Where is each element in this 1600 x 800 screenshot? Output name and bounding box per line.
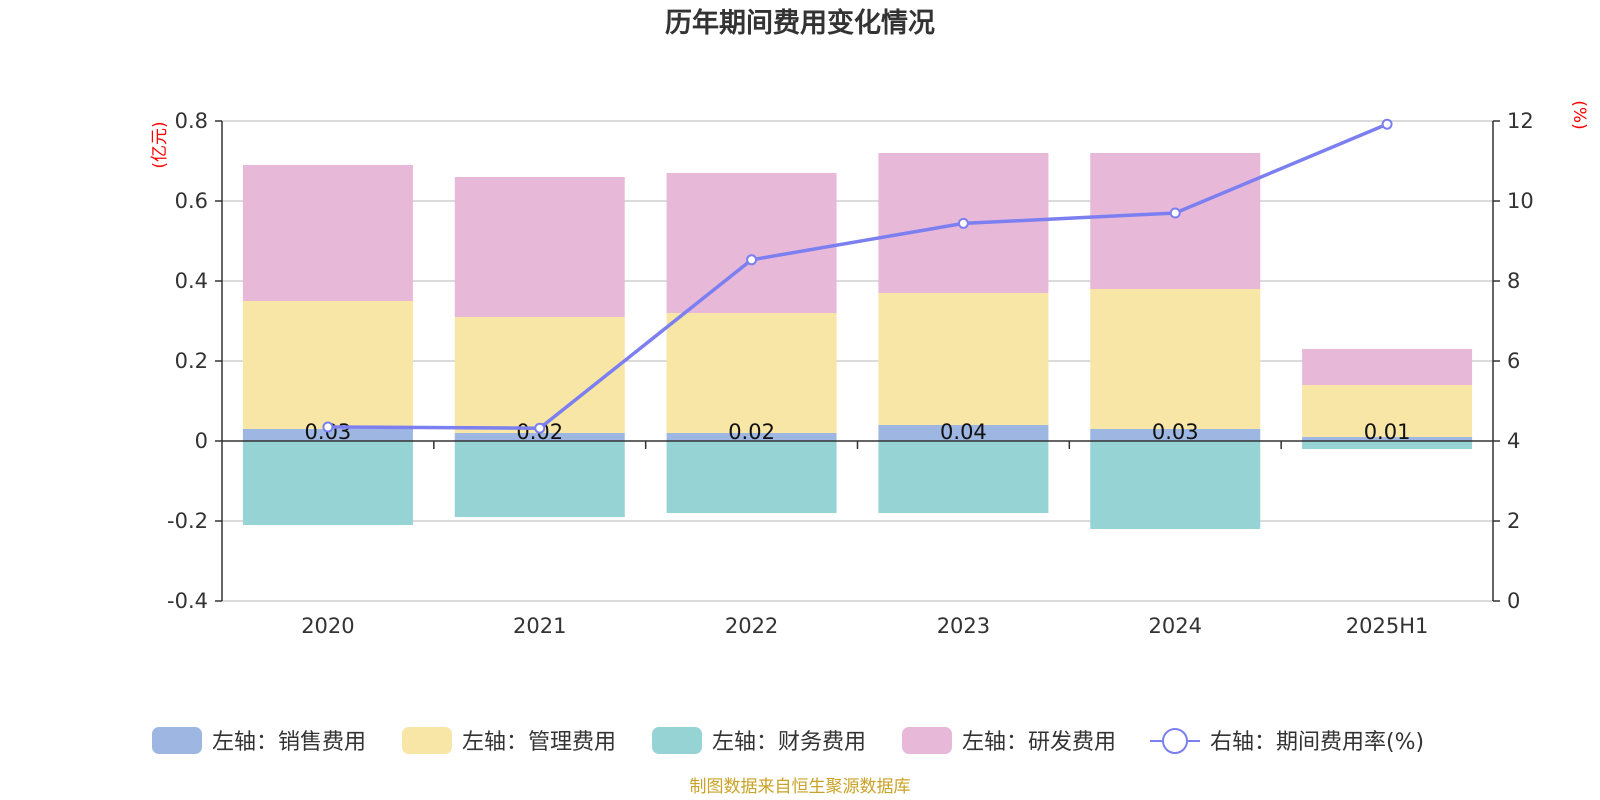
bar-segment [242,441,413,525]
x-tick-label: 2023 [937,614,990,638]
bar-series [242,153,1473,529]
line-point [322,421,334,433]
source-note: 制图数据来自恒生聚源数据库 [690,777,911,797]
x-tick-label: 2022 [725,614,778,638]
x-tick-label: 2021 [513,614,566,638]
bar-segment [666,441,837,513]
legend-swatch [152,727,202,754]
legend: 左轴：销售费用 左轴：管理费用 左轴：财务费用 左轴：研发费用 右轴：期间费用率(%) [152,727,1424,755]
right-tick-label: 2 [1507,509,1520,533]
chart-title: 历年期间费用变化情况 [665,7,935,39]
bar-segment [1302,437,1473,441]
x-tick-label: 2024 [1149,614,1202,638]
left-axis-unit: (亿元) [150,121,170,168]
left-tick-label: -0.4 [167,589,208,613]
left-tick-label: 0.6 [175,189,208,213]
grid-lines [222,120,1493,602]
bar-segment [1302,385,1473,437]
x-tick-label: 2025H1 [1346,614,1429,638]
bar-segment [454,433,625,441]
legend-label: 左轴：研发费用 [962,730,1116,755]
bar-segment [878,425,1049,441]
bar-segment [1302,441,1473,449]
right-tick-label: 8 [1507,269,1520,293]
right-tick-label: 0 [1507,589,1520,613]
tick-labels: -0.4 -0.2 0 0.2 0.4 0.6 0.8 0 2 4 6 8 10 12 2020 2021 20… [167,109,1534,638]
line-point [534,422,546,434]
legend-label: 左轴：管理费用 [462,730,616,755]
left-tick-label: -0.2 [167,509,208,533]
line-series [322,118,1393,434]
left-tick-label: 0.2 [175,349,208,373]
data-label: 0.01 [1364,420,1411,444]
bar-segment [454,441,625,517]
bar-segment [878,293,1049,425]
bar-segment [666,313,837,433]
x-tick-label: 2020 [301,614,354,638]
bar-segment [1090,289,1261,429]
data-label: 0.04 [940,420,987,444]
right-tick-label: 12 [1507,109,1534,133]
legend-marker [1162,728,1188,754]
line-point [1169,207,1181,219]
axes [215,120,1500,602]
bar-segment [242,301,413,429]
data-label: 0.02 [728,420,775,444]
legend-label: 左轴：销售费用 [212,730,366,755]
bar-segment [666,433,837,441]
line-point [746,254,758,266]
bar-segment [1090,153,1261,289]
bar-segment [454,177,625,317]
bar-segment [666,173,837,313]
bar-segment [878,441,1049,513]
left-tick-label: 0.8 [175,109,208,133]
left-tick-label: 0.4 [175,269,208,293]
legend-label: 右轴：期间费用率(%) [1210,730,1424,755]
line-point [1381,118,1393,130]
right-tick-label: 6 [1507,349,1520,373]
legend-swatch [902,727,952,754]
bar-segment [242,429,413,441]
line-point [957,217,969,229]
rate-line [327,122,1388,430]
bar-segment [242,165,413,301]
bar-segment [1302,349,1473,385]
legend-swatch [402,727,452,754]
right-tick-label: 10 [1507,189,1534,213]
data-label: 0.03 [1152,420,1199,444]
bar-segment [1090,441,1261,529]
right-axis-unit: (%) [1569,100,1589,129]
legend-swatch [652,727,702,754]
bar-segment [1090,429,1261,441]
legend-label: 左轴：财务费用 [712,730,866,755]
bar-segment [454,317,625,433]
right-tick-label: 4 [1507,429,1520,453]
left-tick-label: 0 [195,429,208,453]
